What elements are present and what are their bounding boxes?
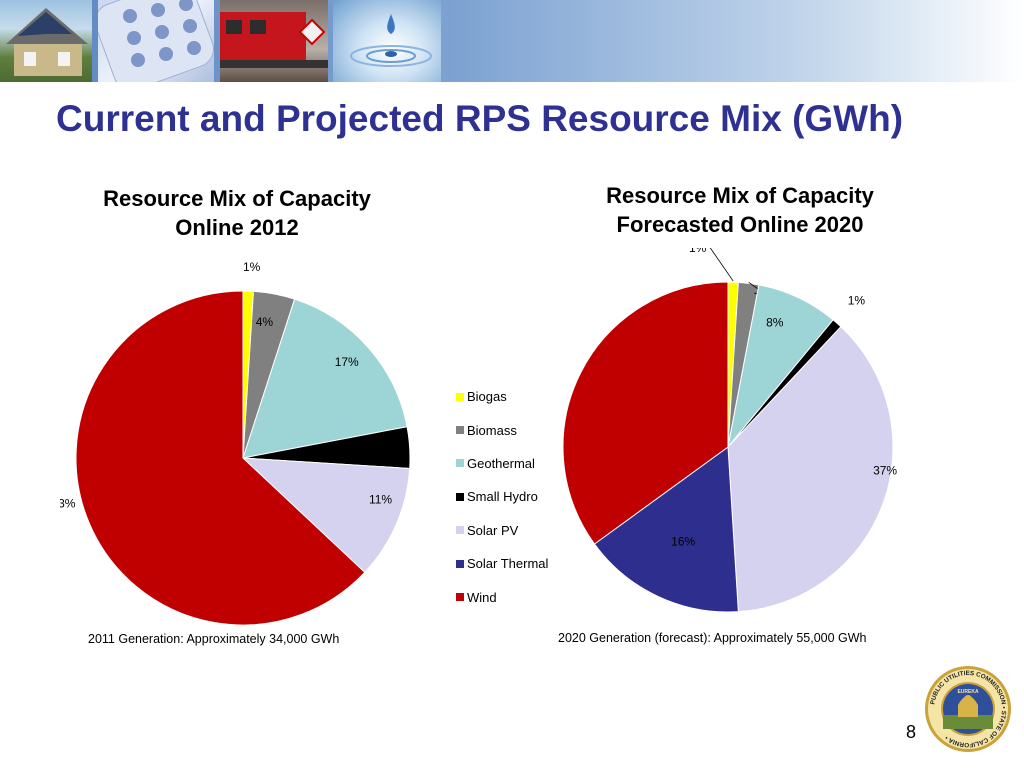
pie1-slice-wind [75, 290, 366, 626]
legend-label-biomass: Biomass [467, 422, 517, 438]
legend-label-wind: Wind [467, 589, 497, 605]
pie2-label-solar-pv: 37% [873, 464, 897, 478]
legend-label-small-hydro: Small Hydro [467, 489, 538, 505]
legend-item-solar-thermal: Solar Thermal [456, 547, 548, 580]
pie1-label-small-hydro: 4% [382, 437, 400, 451]
legend-item-biogas: Biogas [456, 380, 548, 413]
pie1-label-geothermal: 17% [335, 355, 359, 369]
pie2-label-small-hydro: 1% [848, 294, 866, 308]
pie2-label-biogas: 1% [689, 248, 707, 255]
chart-1-footnote: 2011 Generation: Approximately 34,000 GW… [88, 632, 340, 646]
slide-title: Current and Projected RPS Resource Mix (… [56, 98, 904, 139]
legend-item-wind: Wind [456, 580, 548, 613]
pie1-label-solar-pv: 11% [369, 493, 392, 507]
svg-text:EUREKA: EUREKA [957, 689, 979, 695]
legend-swatch-geothermal [456, 459, 464, 468]
legend-swatch-small-hydro [456, 492, 464, 501]
chart-2-footnote: 2020 Generation (forecast): Approximatel… [558, 631, 867, 645]
pie2-leader-biogas [709, 248, 734, 282]
train-photo [220, 0, 328, 82]
pie1-label-biogas: 1% [243, 260, 261, 274]
header-banner [0, 0, 1024, 82]
legend-label-geothermal: Geothermal [467, 455, 535, 471]
chart-1-title: Resource Mix of Capacity Online 2012 [103, 186, 371, 240]
legend-item-small-hydro: Small Hydro [456, 480, 548, 513]
pie1-label-wind: 63% [60, 497, 76, 511]
pie2-slice-solar-thermal [593, 446, 739, 613]
legend-label-solar-pv: Solar PV [467, 522, 519, 538]
pie2-slice-wind [562, 281, 729, 545]
legend-swatch-biomass [456, 426, 464, 435]
pie-chart-2012: 1% 4% 17% 4% 11% 63% [60, 260, 411, 626]
pie2-label-solar-thermal: 16% [671, 534, 695, 548]
pie2-label-geothermal: 8% [766, 316, 784, 330]
pie-chart-2020: 1%2%8%1%37%16%35% [562, 248, 897, 613]
chart-legend: Biogas Biomass Geothermal Small Hydro Solar … [456, 380, 548, 614]
pie1-label-biomass: 4% [256, 315, 274, 329]
legend-swatch-solar-thermal [456, 559, 464, 568]
page-number: 8 [906, 722, 917, 742]
legend-label-biogas: Biogas [467, 389, 507, 405]
pie1-slice-solar-pv [241, 457, 411, 574]
legend-swatch-wind [456, 593, 464, 602]
chart-2-title: Resource Mix of Capacity Forecasted Onli… [606, 183, 874, 237]
legend-swatch-solar-pv [456, 526, 464, 535]
pie1-slice-geothermal [242, 298, 408, 459]
cpuc-seal-logo: PUBLIC UTILITIES COMMISSION • STATE OF C… [925, 666, 1011, 752]
phone-keypad-photo [98, 0, 214, 82]
house-solar-photo [0, 0, 92, 82]
legend-label-solar-thermal: Solar Thermal [467, 556, 549, 572]
water-drop-photo [333, 0, 441, 82]
pie2-slice-solar-pv [727, 326, 894, 613]
legend-item-geothermal: Geothermal [456, 447, 548, 480]
legend-item-solar-pv: Solar PV [456, 514, 548, 547]
legend-item-biomass: Biomass [456, 413, 548, 446]
legend-swatch-biogas [456, 392, 464, 401]
